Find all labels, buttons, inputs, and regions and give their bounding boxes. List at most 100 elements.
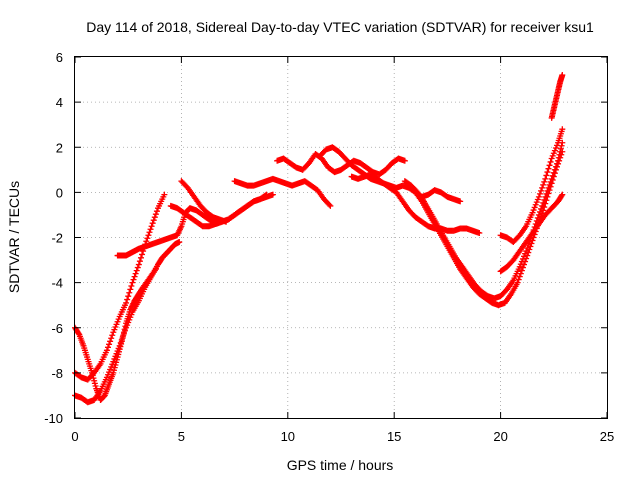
data-point bbox=[137, 254, 144, 261]
data-point bbox=[529, 237, 536, 244]
data-point bbox=[528, 240, 535, 247]
data-point bbox=[553, 163, 560, 170]
data-point bbox=[133, 267, 140, 274]
y-tick-label: -2 bbox=[51, 231, 63, 246]
x-tick-label: 15 bbox=[387, 429, 401, 444]
data-point bbox=[517, 270, 524, 277]
data-point bbox=[109, 332, 116, 339]
data-point bbox=[523, 255, 530, 262]
data-point bbox=[550, 173, 557, 180]
data-point bbox=[557, 154, 564, 161]
chart-title: Day 114 of 2018, Sidereal Day-to-day VTE… bbox=[86, 19, 594, 35]
y-tick-label: 0 bbox=[56, 185, 63, 200]
data-point bbox=[106, 341, 113, 348]
data-point bbox=[139, 251, 146, 258]
data-point bbox=[128, 283, 135, 290]
data-point bbox=[151, 214, 158, 221]
data-point bbox=[176, 239, 183, 246]
data-point bbox=[540, 181, 547, 188]
data-point bbox=[401, 157, 408, 164]
data-point bbox=[148, 223, 155, 230]
data-point bbox=[545, 165, 552, 172]
data-point bbox=[521, 261, 528, 268]
series-track-7 bbox=[231, 175, 334, 209]
data-point bbox=[547, 158, 554, 165]
y-tick-label: 6 bbox=[56, 50, 63, 65]
data-point bbox=[519, 264, 526, 271]
series-track-14 bbox=[497, 126, 566, 246]
data-point bbox=[153, 208, 160, 215]
data-point bbox=[125, 293, 132, 300]
data-point bbox=[559, 126, 566, 133]
data-point bbox=[457, 198, 464, 205]
data-point bbox=[559, 148, 566, 155]
data-point bbox=[546, 187, 553, 194]
data-point bbox=[559, 72, 566, 79]
x-tick-label: 5 bbox=[178, 429, 185, 444]
data-point bbox=[545, 190, 552, 197]
data-point bbox=[541, 204, 548, 211]
data-point bbox=[134, 264, 141, 271]
data-point bbox=[527, 243, 534, 250]
data-point bbox=[522, 258, 529, 265]
x-tick-label: 10 bbox=[281, 429, 295, 444]
data-point bbox=[150, 217, 157, 224]
series-track-6 bbox=[178, 178, 230, 225]
data-point bbox=[542, 175, 549, 182]
y-tick-label: -4 bbox=[51, 276, 63, 291]
data-point bbox=[129, 279, 136, 286]
data-point bbox=[327, 202, 334, 209]
y-tick-label: -8 bbox=[51, 366, 63, 381]
data-point bbox=[75, 330, 82, 337]
data-point bbox=[543, 172, 550, 179]
axis-ticks: 0 5 10 15 20 25 -10 -8 -6 -4 -2 0 2 4 6 bbox=[44, 50, 614, 444]
data-point bbox=[147, 226, 154, 233]
data-point bbox=[544, 169, 551, 176]
data-point bbox=[544, 193, 551, 200]
x-axis-label: GPS time / hours bbox=[287, 457, 394, 473]
data-point bbox=[558, 151, 565, 158]
data-point bbox=[161, 191, 168, 198]
y-tick-label: 4 bbox=[56, 95, 63, 110]
data-point bbox=[551, 170, 558, 177]
data-point bbox=[326, 201, 333, 208]
series-track-2 bbox=[72, 191, 168, 383]
series-track-15 bbox=[548, 72, 566, 121]
data-point bbox=[525, 249, 532, 256]
data-point bbox=[121, 326, 128, 333]
data-point bbox=[120, 332, 127, 339]
data-point bbox=[514, 279, 521, 286]
data-point bbox=[124, 296, 131, 303]
data-point bbox=[104, 344, 111, 351]
data-point bbox=[535, 193, 542, 200]
data-point bbox=[556, 157, 563, 164]
x-tick-label: 20 bbox=[493, 429, 507, 444]
data-point bbox=[536, 190, 543, 197]
series-track-10 bbox=[348, 171, 464, 205]
data-point bbox=[135, 261, 142, 268]
data-point bbox=[120, 329, 127, 336]
data-point bbox=[269, 191, 276, 198]
data-point bbox=[515, 276, 522, 283]
data-point bbox=[132, 270, 139, 277]
data-point bbox=[476, 229, 483, 236]
data-point bbox=[558, 192, 565, 199]
series-track-4 bbox=[114, 191, 270, 259]
data-point bbox=[548, 180, 555, 187]
data-point bbox=[145, 232, 152, 239]
data-point bbox=[538, 187, 545, 194]
data-point bbox=[516, 273, 523, 280]
data-point bbox=[223, 218, 230, 225]
data-point bbox=[547, 183, 554, 190]
series-track-13 bbox=[497, 191, 566, 275]
x-tick-label: 25 bbox=[600, 429, 614, 444]
data-point bbox=[543, 197, 550, 204]
y-tick-label: -6 bbox=[51, 321, 63, 336]
data-point bbox=[559, 191, 566, 198]
data-point bbox=[552, 166, 559, 173]
plot-frame bbox=[74, 56, 608, 419]
data-point bbox=[541, 178, 548, 185]
y-tick-label: 2 bbox=[56, 140, 63, 155]
data-point bbox=[108, 335, 115, 342]
